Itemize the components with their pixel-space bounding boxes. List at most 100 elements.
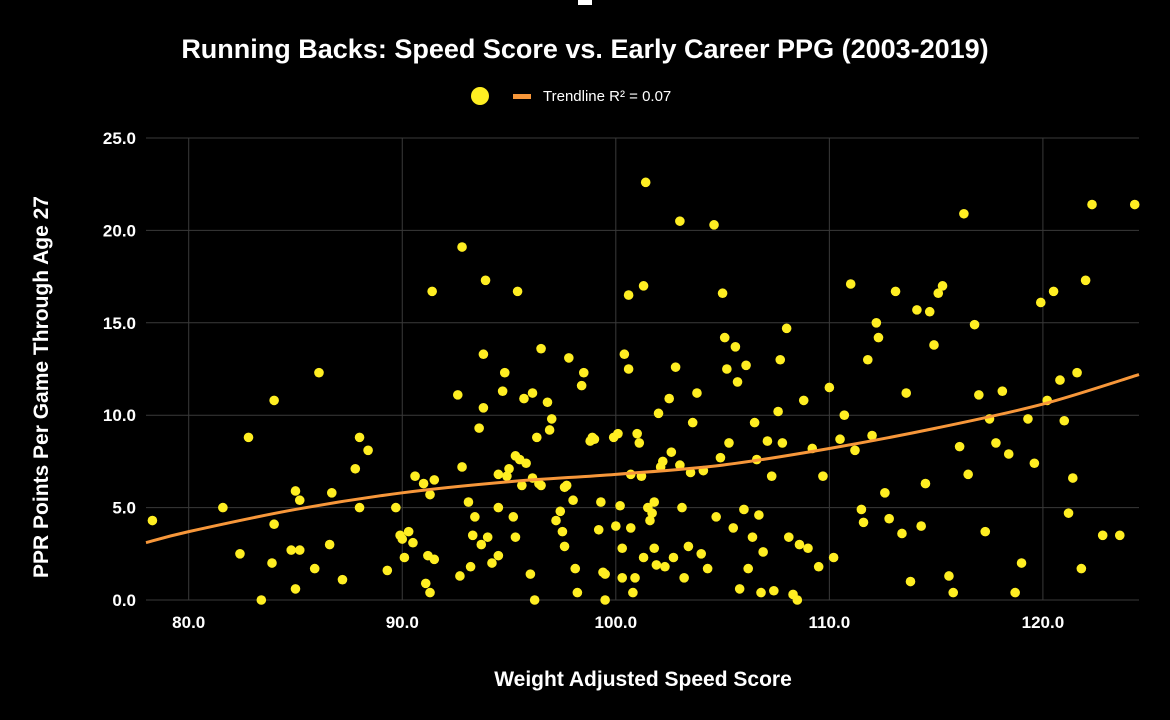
data-point[interactable] <box>660 561 670 572</box>
data-point[interactable] <box>1055 375 1065 385</box>
data-point[interactable] <box>670 362 681 372</box>
data-point[interactable] <box>147 515 158 526</box>
data-point[interactable] <box>835 434 845 445</box>
data-point[interactable] <box>702 563 713 574</box>
data-point[interactable] <box>675 216 685 226</box>
data-point[interactable] <box>724 438 734 448</box>
data-point[interactable] <box>589 434 600 445</box>
data-point[interactable] <box>397 534 408 544</box>
data-point[interactable] <box>969 319 980 330</box>
data-point[interactable] <box>692 388 702 398</box>
data-point[interactable] <box>901 388 912 398</box>
data-point[interactable] <box>634 438 645 448</box>
data-point[interactable] <box>425 587 435 598</box>
data-point[interactable] <box>850 445 860 456</box>
data-point[interactable] <box>600 595 610 605</box>
data-point[interactable] <box>269 395 279 406</box>
data-point[interactable] <box>474 423 484 433</box>
data-point[interactable] <box>638 281 649 291</box>
data-point[interactable] <box>309 563 320 574</box>
data-point[interactable] <box>559 541 570 552</box>
data-point[interactable] <box>613 428 623 439</box>
data-point[interactable] <box>880 488 890 498</box>
data-point[interactable] <box>858 517 869 528</box>
data-point[interactable] <box>290 584 301 594</box>
data-point[interactable] <box>510 532 521 542</box>
data-point[interactable] <box>948 587 959 598</box>
data-point[interactable] <box>611 521 621 531</box>
data-point[interactable] <box>711 512 721 522</box>
data-point[interactable] <box>792 595 803 605</box>
data-point[interactable] <box>1076 563 1087 574</box>
data-point[interactable] <box>536 480 546 491</box>
data-point[interactable] <box>354 432 365 443</box>
data-point[interactable] <box>256 595 267 605</box>
data-point[interactable] <box>1080 275 1091 286</box>
data-point[interactable] <box>564 353 574 363</box>
data-point[interactable] <box>555 506 566 517</box>
data-point[interactable] <box>871 318 882 328</box>
data-point[interactable] <box>739 504 749 515</box>
data-point[interactable] <box>719 332 730 343</box>
data-point[interactable] <box>218 502 228 513</box>
data-point[interactable] <box>568 495 578 506</box>
data-point[interactable] <box>429 475 440 485</box>
data-point[interactable] <box>480 275 491 286</box>
data-point[interactable] <box>267 558 277 568</box>
data-point[interactable] <box>354 502 365 513</box>
data-point[interactable] <box>542 397 553 408</box>
data-point[interactable] <box>933 288 944 299</box>
data-point[interactable] <box>640 177 651 188</box>
data-point[interactable] <box>794 539 805 550</box>
data-point[interactable] <box>798 395 809 406</box>
data-point[interactable] <box>235 549 245 559</box>
data-point[interactable] <box>668 552 679 563</box>
data-point[interactable] <box>623 364 634 374</box>
data-point[interactable] <box>912 305 922 315</box>
data-point[interactable] <box>493 550 504 561</box>
data-point[interactable] <box>980 526 991 537</box>
data-point[interactable] <box>649 543 660 554</box>
legend-trend-label[interactable]: Trendline R² = 0.07 <box>543 88 671 105</box>
data-point[interactable] <box>455 571 465 581</box>
data-point[interactable] <box>427 286 437 297</box>
data-point[interactable] <box>773 406 783 417</box>
data-point[interactable] <box>632 428 642 439</box>
data-point[interactable] <box>717 288 728 299</box>
data-point[interactable] <box>499 367 510 378</box>
data-point[interactable] <box>324 539 335 550</box>
data-point[interactable] <box>1029 458 1040 469</box>
data-point[interactable] <box>529 595 540 605</box>
data-point[interactable] <box>754 510 764 520</box>
data-point[interactable] <box>290 486 301 496</box>
data-point[interactable] <box>519 393 529 404</box>
data-point[interactable] <box>478 349 489 360</box>
data-point[interactable] <box>623 290 634 300</box>
data-point[interactable] <box>867 430 877 441</box>
data-point[interactable] <box>730 342 741 352</box>
data-point[interactable] <box>647 508 657 518</box>
data-point[interactable] <box>675 460 685 470</box>
data-point[interactable] <box>1129 199 1140 210</box>
data-point[interactable] <box>905 576 916 587</box>
data-point[interactable] <box>391 502 401 513</box>
data-point[interactable] <box>954 441 965 452</box>
data-point[interactable] <box>839 410 850 421</box>
data-point[interactable] <box>649 497 660 507</box>
data-point[interactable] <box>856 504 867 515</box>
data-point[interactable] <box>467 530 478 541</box>
data-point[interactable] <box>487 558 497 568</box>
data-point[interactable] <box>465 561 476 572</box>
data-point[interactable] <box>243 432 254 443</box>
legend-trend-line[interactable] <box>513 94 531 99</box>
data-point[interactable] <box>546 414 557 424</box>
data-point[interactable] <box>781 323 792 334</box>
data-point[interactable] <box>722 364 732 374</box>
data-point[interactable] <box>944 571 954 581</box>
data-point[interactable] <box>884 513 894 524</box>
data-point[interactable] <box>803 543 813 554</box>
data-point[interactable] <box>399 552 410 563</box>
data-point[interactable] <box>493 502 504 513</box>
data-point[interactable] <box>617 573 628 583</box>
data-point[interactable] <box>557 526 568 537</box>
